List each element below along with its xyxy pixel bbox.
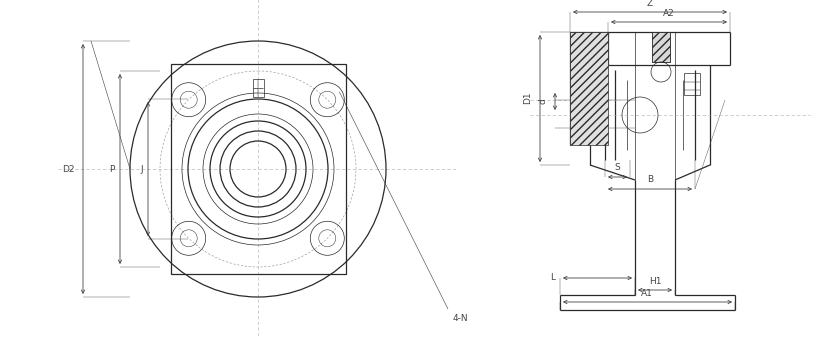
Text: D2: D2 — [63, 165, 75, 173]
Text: P: P — [109, 165, 115, 173]
Text: J: J — [140, 165, 143, 173]
Text: D1: D1 — [523, 92, 532, 104]
Text: d: d — [539, 98, 548, 104]
Polygon shape — [652, 32, 670, 62]
Text: H1: H1 — [649, 277, 661, 287]
Bar — [684, 73, 700, 95]
Text: 4-N: 4-N — [453, 314, 468, 323]
Text: S: S — [614, 164, 620, 172]
Text: B: B — [647, 175, 653, 185]
Text: L: L — [550, 273, 555, 283]
Bar — [253, 79, 264, 97]
Text: Z: Z — [647, 0, 653, 8]
Text: A1: A1 — [641, 290, 653, 298]
Text: A2: A2 — [663, 9, 675, 19]
Polygon shape — [570, 32, 608, 145]
Bar — [652, 32, 670, 62]
Bar — [171, 64, 346, 274]
